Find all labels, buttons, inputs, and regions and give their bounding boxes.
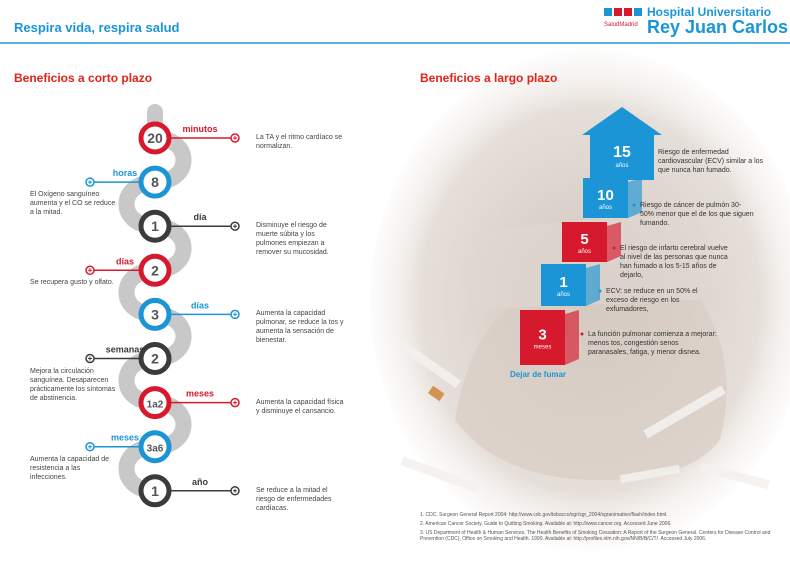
step-unit: meses [534, 345, 552, 351]
bullet [612, 246, 616, 250]
time-number: 1a2 [147, 400, 164, 411]
step-box [583, 178, 628, 218]
start-label: Dejar de fumar [510, 370, 567, 379]
time-unit: año [192, 477, 209, 487]
ribbon [586, 264, 600, 306]
plus [88, 180, 92, 185]
benefit-text: El Oxígeno sanguíneo aumenta y el CO se … [30, 191, 116, 217]
ribbon [607, 222, 621, 262]
plus [233, 312, 237, 317]
plus [233, 224, 237, 229]
time-circle [138, 165, 172, 199]
plus [233, 488, 237, 493]
time-unit: minutos [183, 124, 218, 134]
plus [233, 136, 237, 140]
step-box [520, 310, 565, 365]
step-box [562, 222, 607, 262]
section-title: Beneficios a corto plazo [14, 71, 153, 85]
reference: 3. US Department of Health & Human Servi… [420, 530, 771, 542]
plus [88, 356, 92, 361]
benefit-text: La TA y el ritmo cardíaco se normalizan. [256, 134, 343, 150]
arrow [582, 107, 662, 180]
time-unit: meses [111, 433, 139, 443]
step-number: 15 [613, 144, 631, 161]
time-circle [138, 474, 172, 508]
time-unit: días [116, 256, 134, 266]
plus [88, 268, 92, 273]
benefit-text: Se reduce a la mitad el riesgo de enferm… [256, 486, 332, 512]
step-text: La función pulmonar comienza a mejorar: … [588, 331, 717, 356]
step-text: El riesgo de infarto cerebral vuelve al … [620, 245, 728, 279]
bullet [598, 289, 602, 293]
section-title: Beneficios a largo plazo [420, 71, 558, 85]
benefit-text: Aumenta la capacidad de resistencia a la… [30, 455, 109, 481]
time-number: 2 [151, 262, 159, 278]
time-number: 3 [151, 306, 159, 322]
bullet [580, 332, 584, 336]
time-circle [138, 430, 172, 464]
step-number: 1 [559, 274, 567, 291]
bullet [632, 203, 636, 207]
benefit-text: Se recupera gusto y olfato. [30, 279, 114, 287]
time-circle [138, 386, 172, 420]
step-text: Riesgo de cáncer de pulmón 30-50% menor … [640, 202, 754, 227]
step-unit: años [578, 249, 591, 255]
benefit-text: Aumenta la capacidad física y disminuye … [256, 398, 344, 415]
step-box [541, 264, 586, 306]
logo-small: SaludMadrid [604, 22, 638, 28]
time-unit: horas [113, 168, 138, 178]
benefit-text: Disminuye el riesgo de muerte súbita y l… [256, 222, 329, 257]
step-number: 3 [538, 327, 546, 344]
time-circle [138, 253, 172, 287]
step-number: 5 [580, 231, 588, 248]
ribbon [565, 310, 579, 365]
step-unit: años [557, 292, 570, 298]
logo-line1: Hospital Universitario [647, 5, 772, 19]
benefit-text: Aumenta la capacidad pulmonar, se reduce… [256, 310, 344, 345]
time-unit: semanas [106, 345, 145, 355]
step-text: ECV: se reduce en un 50% el exceso de ri… [606, 288, 698, 313]
time-number: 1 [151, 483, 159, 499]
time-unit: meses [186, 389, 214, 399]
bullet [650, 150, 654, 154]
logo-line2: Rey Juan Carlos [647, 17, 789, 37]
plus [233, 400, 237, 405]
page-title: Respira vida, respira salud [14, 20, 180, 35]
time-number: 1 [151, 218, 159, 234]
time-number: 8 [151, 174, 159, 190]
time-number: 3a6 [147, 444, 164, 455]
time-circle [138, 209, 172, 243]
time-circle [138, 121, 172, 155]
step-unit: años [599, 205, 612, 211]
time-unit: día [193, 212, 207, 222]
step-text: Riesgo de enfermedad cardiovascular (ECV… [658, 149, 764, 174]
plus [88, 444, 92, 449]
ribbon [628, 178, 642, 218]
benefit-text: Mejora la circulación sanguínea. Desapar… [30, 367, 116, 402]
reference: 1. CDC. Surgeon General Report 2004: htt… [420, 512, 668, 518]
step-number: 10 [597, 187, 614, 204]
time-number: 2 [151, 351, 159, 367]
time-circle [138, 342, 172, 375]
time-unit: días [191, 300, 209, 310]
reference: 2. American Cancer Society. Guide to Qui… [420, 521, 672, 527]
time-circle [138, 297, 172, 331]
step-unit: años [615, 163, 628, 169]
time-number: 20 [147, 130, 163, 146]
